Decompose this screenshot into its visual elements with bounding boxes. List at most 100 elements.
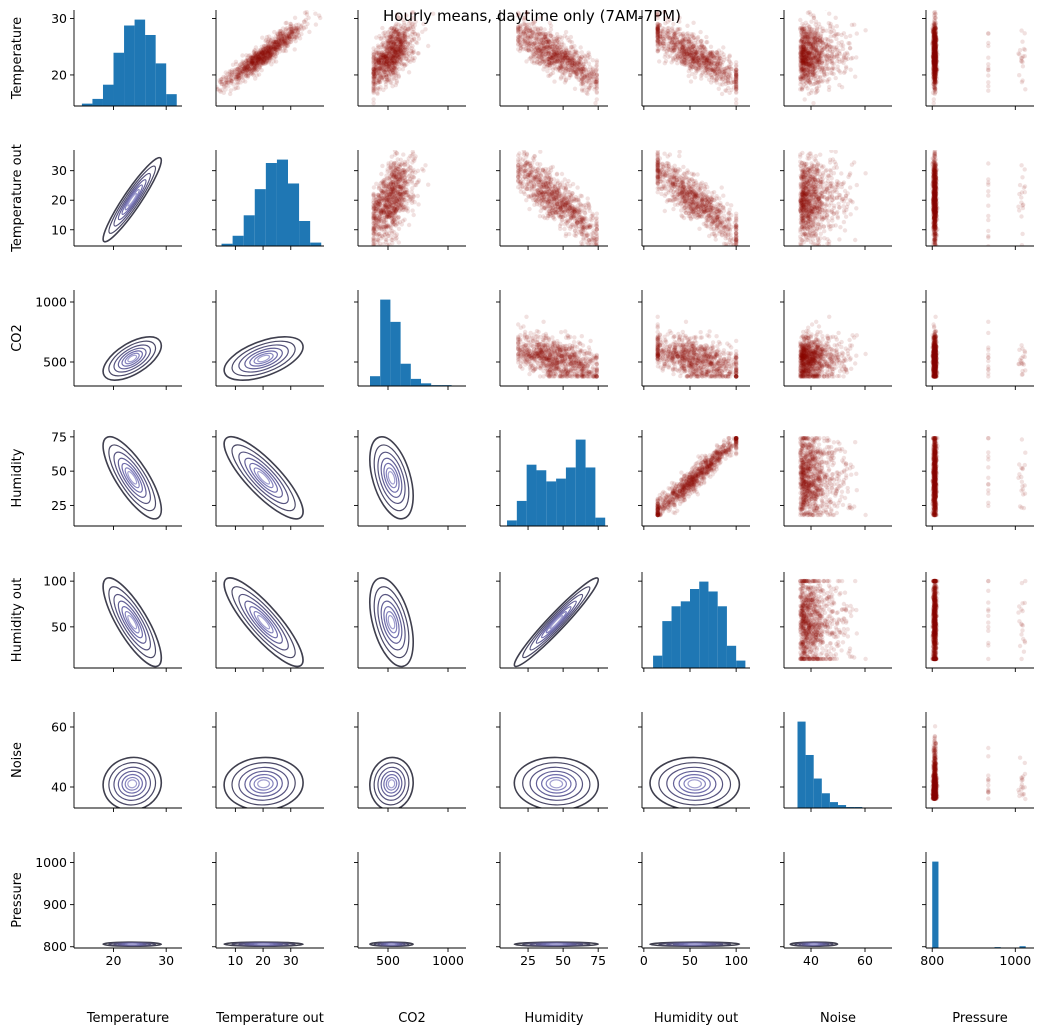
scatter-point: [375, 74, 381, 79]
scatter-point: [273, 47, 278, 52]
scatter-point: [235, 67, 240, 72]
scatter-point: [388, 46, 393, 51]
scatter-point: [401, 47, 406, 52]
scatter-point: [681, 46, 686, 52]
scatter-point: [373, 56, 379, 61]
scatter-point: [583, 67, 589, 73]
scatter-point: [402, 22, 407, 28]
scatter-point: [406, 26, 411, 32]
scatter-point: [563, 63, 569, 68]
scatter-point: [391, 66, 397, 72]
scatter-point: [265, 45, 271, 50]
scatter-point: [384, 62, 389, 67]
scatter-point: [582, 74, 588, 79]
scatter-point: [276, 37, 281, 42]
hist-bar: [102, 84, 114, 106]
scatter-point: [394, 58, 400, 63]
scatter-point: [566, 58, 571, 63]
scatter-point: [227, 69, 232, 74]
scatter-point: [251, 62, 257, 67]
scatter-point: [679, 52, 684, 57]
scatter-point: [671, 47, 676, 52]
scatter-point: [241, 67, 246, 72]
scatter-point: [732, 69, 738, 74]
scatter-point: [263, 37, 269, 43]
scatter-point: [389, 50, 395, 55]
scatter-point: [249, 70, 254, 75]
scatter-point: [395, 53, 400, 58]
scatter-point: [395, 52, 400, 57]
scatter-point: [275, 48, 280, 53]
scatter-point: [550, 55, 556, 60]
scatter-point: [683, 61, 688, 66]
scatter-point: [696, 58, 701, 63]
scatter-point: [242, 64, 247, 70]
scatter-point: [700, 54, 705, 60]
scatter-point: [237, 64, 242, 69]
scatter-point: [671, 58, 676, 63]
scatter-point: [282, 44, 287, 50]
scatter-point: [550, 41, 555, 46]
scatter-point: [252, 61, 257, 67]
scatter-point: [696, 68, 701, 73]
scatter-point: [544, 37, 549, 42]
scatter-point: [297, 27, 302, 32]
scatter-point: [568, 44, 574, 49]
scatter-point: [570, 53, 575, 59]
scatter-point: [700, 70, 705, 75]
scatter-point: [260, 54, 266, 60]
scatter-point: [371, 106, 375, 110]
scatter-point: [667, 30, 672, 35]
scatter-point: [569, 45, 574, 50]
scatter-point: [237, 73, 242, 78]
scatter-point: [655, 39, 660, 44]
scatter-point: [562, 67, 567, 72]
scatter-point: [397, 36, 403, 42]
scatter-point: [521, 31, 527, 36]
scatter-point: [281, 39, 286, 45]
scatter-point: [555, 42, 561, 48]
scatter-point: [410, 29, 415, 35]
scatter-point: [392, 58, 397, 64]
scatter-point: [382, 58, 387, 63]
scatter-point: [545, 57, 550, 62]
scatter-point: [395, 50, 401, 56]
scatter-point: [286, 32, 291, 37]
scatter-point: [688, 79, 694, 84]
scatter-point: [664, 32, 669, 38]
scatter-point: [273, 39, 279, 44]
scatter-point: [587, 75, 592, 81]
scatter-point: [264, 58, 270, 63]
scatter-point: [400, 25, 405, 30]
scatter-point: [391, 45, 397, 50]
scatter-point: [249, 60, 255, 65]
scatter-point: [801, 52, 806, 57]
scatter-point: [379, 58, 384, 63]
scatter-point: [555, 35, 560, 40]
scatter-point: [293, 28, 298, 33]
scatter-point: [267, 58, 272, 63]
scatter-point: [253, 54, 259, 59]
scatter-point: [381, 61, 387, 66]
scatter-point: [712, 68, 717, 73]
scatter-point: [574, 74, 579, 80]
scatter-point: [402, 45, 407, 50]
scatter-point: [589, 77, 594, 82]
scatter-point: [556, 47, 561, 52]
scatter-point: [266, 41, 271, 46]
scatter-point: [708, 61, 713, 66]
scatter-point: [392, 76, 397, 82]
scatter-point: [402, 32, 407, 37]
scatter-point: [518, 46, 524, 51]
scatter-point: [522, 15, 528, 20]
scatter-point: [698, 60, 703, 65]
scatter-point: [556, 53, 561, 59]
scatter-point: [380, 52, 385, 57]
scatter-point: [259, 58, 264, 63]
scatter-point: [551, 48, 556, 53]
scatter-point: [261, 57, 267, 63]
scatter-point: [679, 33, 684, 38]
scatter-point: [802, 97, 807, 102]
scatter-point: [388, 56, 393, 61]
scatter-point: [676, 49, 682, 54]
